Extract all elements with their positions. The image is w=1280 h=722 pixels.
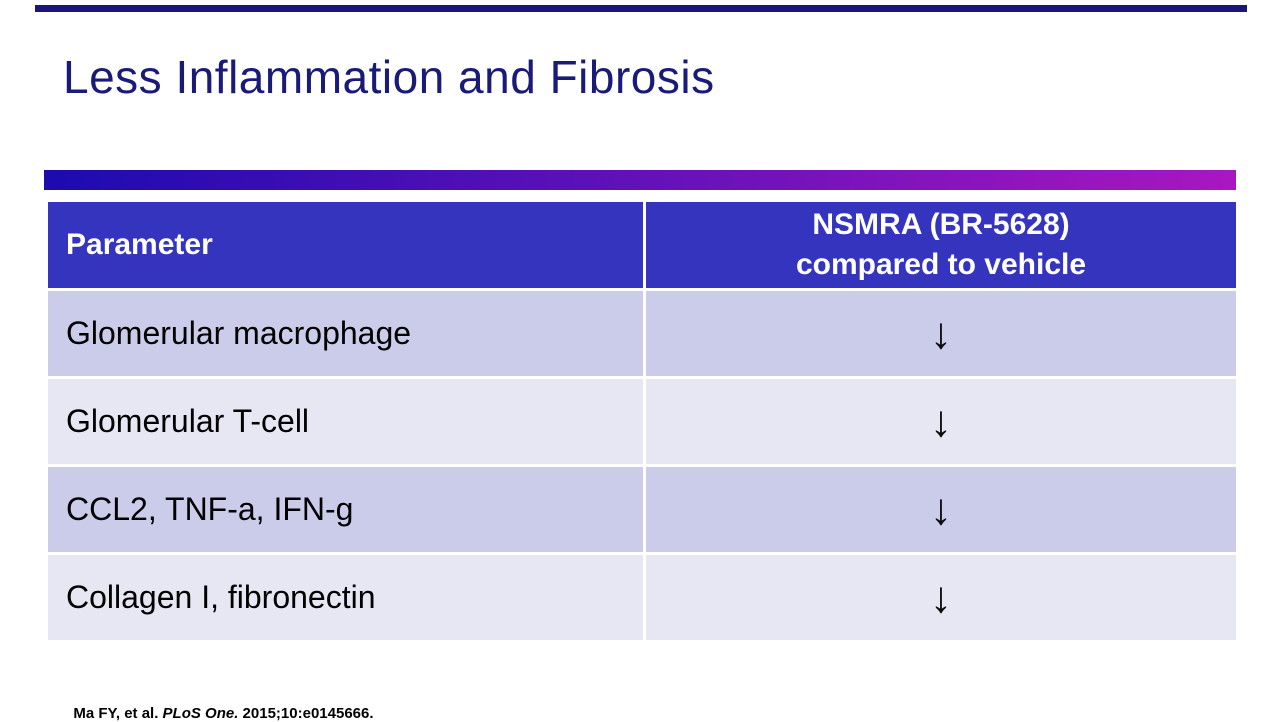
parameter-label: Glomerular T-cell xyxy=(66,403,310,439)
column-divider xyxy=(643,202,646,288)
down-arrow-icon: ↓ xyxy=(930,396,952,446)
column-divider xyxy=(643,291,646,376)
down-arrow-icon: ↓ xyxy=(930,308,952,358)
comparison-header-line1: NSMRA (BR-5628) xyxy=(812,208,1070,242)
table-header-row: Parameter NSMRA (BR-5628) compared to ve… xyxy=(48,202,1236,288)
change-cell: ↓ xyxy=(646,379,1236,464)
table-row: Glomerular T-cell ↓ xyxy=(48,379,1236,464)
comparison-header-line2: compared to vehicle xyxy=(795,248,1087,281)
header-cell-comparison: NSMRA (BR-5628) compared to vehicle xyxy=(646,202,1236,288)
down-arrow-icon: ↓ xyxy=(930,572,952,622)
change-cell: ↓ xyxy=(646,467,1236,552)
column-divider xyxy=(643,379,646,464)
down-arrow-icon: ↓ xyxy=(930,484,952,534)
table-row: CCL2, TNF-a, IFN-g ↓ xyxy=(48,467,1236,552)
column-divider xyxy=(643,467,646,552)
parameter-cell: CCL2, TNF-a, IFN-g xyxy=(48,467,643,552)
column-divider xyxy=(643,555,646,640)
top-accent-bar xyxy=(35,5,1247,12)
parameter-label: Glomerular macrophage xyxy=(66,315,412,351)
parameter-cell: Glomerular macrophage xyxy=(48,291,643,376)
citation-reference: 2015;10:e0145666. xyxy=(238,705,374,722)
parameter-label: CCL2, TNF-a, IFN-g xyxy=(66,491,354,527)
table-row: Collagen I, fibronectin ↓ xyxy=(48,555,1236,640)
results-table: Parameter NSMRA (BR-5628) compared to ve… xyxy=(48,202,1236,640)
citation-journal: PLoS One. xyxy=(158,705,239,722)
parameter-cell: Glomerular T-cell xyxy=(48,379,643,464)
parameter-cell: Collagen I, fibronectin xyxy=(48,555,643,640)
gradient-divider-bar xyxy=(44,170,1236,190)
citation-authors: Ma FY, et al. xyxy=(73,705,159,722)
parameter-label: Collagen I, fibronectin xyxy=(66,579,376,615)
header-cell-parameter: Parameter xyxy=(48,202,643,288)
change-cell: ↓ xyxy=(646,555,1236,640)
change-cell: ↓ xyxy=(646,291,1236,376)
parameter-header-label: Parameter xyxy=(66,228,213,261)
citation: Ma FY, et al. PLoS One. 2015;10:e0145666… xyxy=(65,688,374,722)
slide-title: Less Inflammation and Fibrosis xyxy=(63,51,715,103)
table-row: Glomerular macrophage ↓ xyxy=(48,291,1236,376)
